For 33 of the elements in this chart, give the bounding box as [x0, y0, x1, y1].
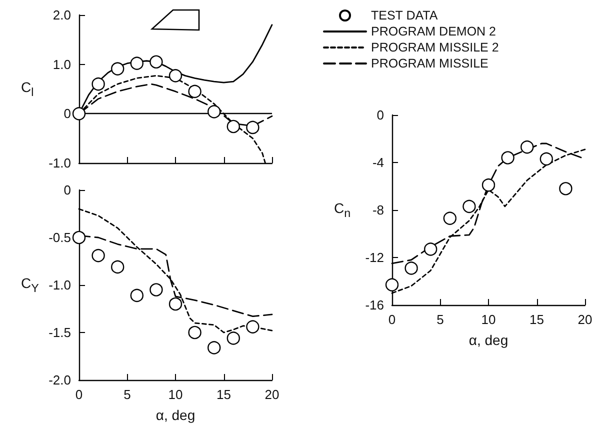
x-tick-label: 10 [168, 387, 183, 402]
legend-label: PROGRAM DEMON 2 [371, 24, 496, 38]
y-tick-label: -16 [365, 298, 384, 312]
x-tick-label: 0 [75, 387, 83, 402]
y-tick-label: -2.0 [48, 372, 71, 388]
y-axis-title: C$_{Y}$ [21, 275, 39, 295]
x-axis-title: α, deg [156, 407, 196, 423]
x-axis-title: α, deg [468, 332, 508, 348]
legend-label: PROGRAM MISSILE [371, 56, 488, 70]
y-tick-label: 0 [64, 106, 71, 122]
x-tick-label: 10 [481, 312, 496, 327]
legend-label: TEST DATA [371, 8, 438, 22]
y-tick-label: -0.5 [48, 230, 71, 245]
y-tick-label: -4 [372, 155, 384, 170]
y-axis-title: C$_{n}$ [334, 200, 351, 220]
x-tick-label: 15 [216, 387, 231, 402]
y-tick-label: 2.0 [52, 8, 71, 22]
y-tick-label: -1.5 [48, 325, 71, 340]
y-tick-label: -1.0 [48, 278, 71, 292]
x-tick-label: 20 [578, 312, 592, 327]
y-tick-label: 1.0 [52, 56, 71, 72]
x-tick-label: 20 [264, 387, 280, 402]
y-tick-label: 0 [64, 182, 71, 198]
y-axis-title: C$_{l}$ [21, 79, 34, 99]
y-tick-label: -1.0 [48, 156, 71, 170]
y-tick-label: 0 [376, 108, 384, 122]
x-tick-label: 15 [530, 312, 544, 327]
x-tick-label: 0 [388, 312, 396, 327]
x-tick-label: 5 [124, 387, 131, 402]
y-tick-label: -12 [365, 250, 384, 265]
x-tick-label: 5 [436, 312, 444, 327]
y-tick-label: -8 [372, 202, 384, 218]
legend-label: PROGRAM MISSILE 2 [371, 40, 499, 54]
